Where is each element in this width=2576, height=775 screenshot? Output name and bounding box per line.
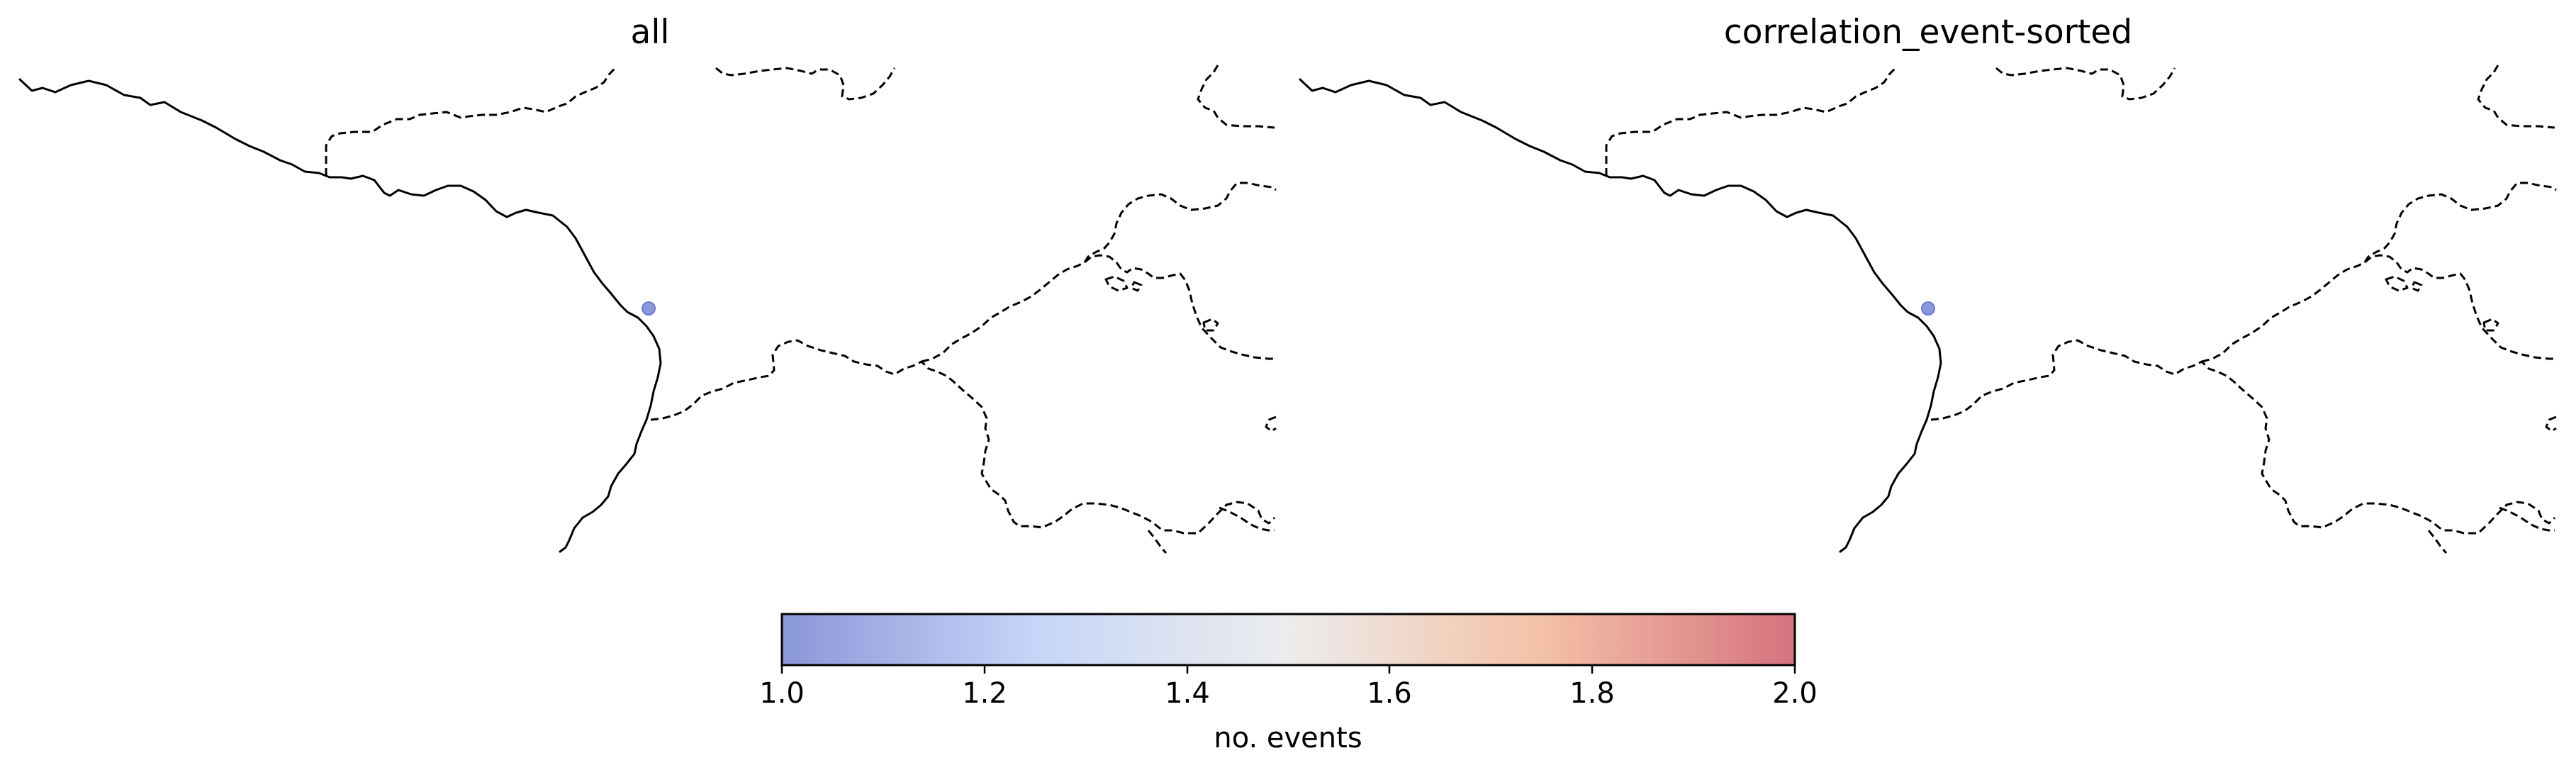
event-marker-all [642,301,656,316]
event-marker-correlation [1921,301,1935,316]
colorbar-ticks [780,665,1796,674]
cbar-tick-label: 2.0 [1772,677,1818,710]
cbar-tick-label: 1.2 [962,677,1007,710]
cbar-tick-label: 1.4 [1165,677,1210,710]
cbar-tick-label: 1.6 [1367,677,1412,710]
cbar-tick-label: 1.0 [759,677,805,710]
colorbar [780,613,1796,667]
colorbar-label: no. events [1214,722,1362,754]
panel-title-correlation: correlation_event-sorted [1723,13,2133,52]
cbar-tick-label: 1.8 [1569,677,1615,710]
panel-title-all: all [630,13,670,52]
